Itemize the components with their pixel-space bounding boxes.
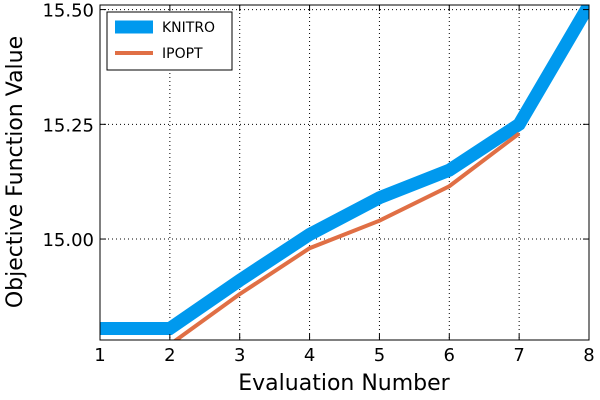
- series-line-ipopt: [172, 131, 521, 340]
- x-tick-label: 1: [94, 345, 105, 366]
- series-layer: [100, 5, 589, 340]
- x-tick-label: 4: [304, 345, 315, 366]
- y-axis-label: Objective Function Value: [3, 36, 28, 308]
- x-tick-label: 3: [234, 345, 245, 366]
- x-tick-label: 2: [164, 345, 175, 366]
- x-tick-labels: 1 2 3 4 5 6 7 8: [94, 345, 594, 366]
- y-tick-label: 15.00: [42, 230, 94, 251]
- y-tick-label: 15.50: [42, 1, 94, 22]
- y-tick-label: 15.25: [42, 115, 94, 136]
- x-tick-label: 5: [374, 345, 385, 366]
- legend-label-ipopt: IPOPT: [162, 46, 203, 62]
- grid: [100, 5, 589, 340]
- legend-label-knitro: KNITRO: [162, 20, 215, 36]
- x-tick-label: 8: [583, 345, 594, 366]
- x-tick-label: 6: [444, 345, 455, 366]
- legend: KNITRO IPOPT: [106, 11, 233, 71]
- plot-frame: [99, 4, 590, 341]
- y-tick-labels: 15.00 15.25 15.50: [42, 1, 94, 251]
- series-line-knitro: [100, 5, 589, 336]
- axis-ticks: [99, 5, 590, 340]
- x-tick-label: 7: [513, 345, 524, 366]
- x-axis-label: Evaluation Number: [238, 371, 450, 396]
